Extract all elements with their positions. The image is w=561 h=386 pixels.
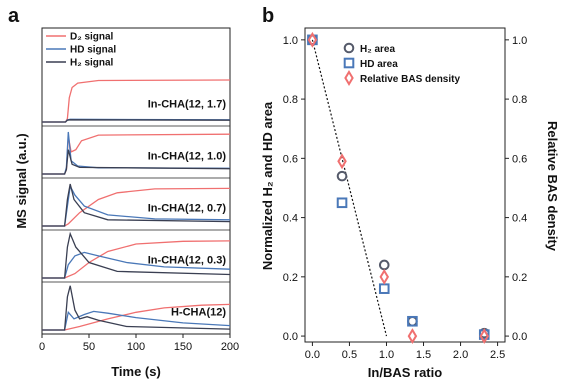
series-relative-bas-density bbox=[307, 31, 490, 345]
panel-b-y2label: Relative BAS density bbox=[545, 121, 560, 252]
diamond-marker bbox=[337, 153, 347, 170]
panel-a-legend: D₂ signal HD signal H₂ signal bbox=[46, 32, 116, 69]
y-tick-label: 0.8 bbox=[283, 94, 298, 106]
fit-line bbox=[311, 39, 388, 337]
y-tick-label: 1.0 bbox=[283, 35, 298, 47]
panel-a-letter: a bbox=[8, 5, 20, 27]
legend-label: HD area bbox=[360, 59, 398, 70]
panel-b-ylabel: Normalized H₂ and HD area bbox=[260, 101, 275, 270]
trace-group-in-cha-12-1-0: In-CHA(12, 1.0) bbox=[42, 131, 231, 179]
legend-label: D₂ signal bbox=[70, 32, 114, 43]
y-tick-label: 0.2 bbox=[283, 272, 298, 284]
h2-signal-line bbox=[42, 231, 231, 279]
y2-tick-label: 0.8 bbox=[512, 94, 527, 106]
x-tick-label: 1.5 bbox=[416, 349, 431, 361]
diamond-marker bbox=[407, 328, 418, 345]
x-tick-label: 2.0 bbox=[453, 349, 468, 361]
square-marker bbox=[407, 315, 418, 327]
panel-b-frame bbox=[304, 27, 506, 343]
trace-label: In-CHA(12, 0.7) bbox=[148, 202, 227, 214]
h2-signal-line bbox=[42, 285, 231, 331]
y-tick-label: 0.4 bbox=[283, 213, 298, 225]
x-tick-label: 200 bbox=[221, 341, 239, 353]
panel-b-letter: b bbox=[262, 5, 274, 27]
panel-b-xlabel: In/BAS ratio bbox=[368, 365, 442, 380]
circle-marker bbox=[378, 259, 390, 271]
x-tick-label: 50 bbox=[83, 341, 95, 353]
h2-signal-line bbox=[42, 183, 231, 227]
y2-tick-label: 0.0 bbox=[512, 331, 527, 343]
panel-a-ylabel: MS signal (a.u.) bbox=[14, 133, 29, 228]
y-tick-label: 0.0 bbox=[283, 331, 298, 343]
legend-label: H₂ signal bbox=[70, 58, 114, 69]
y2-tick-label: 1.0 bbox=[512, 35, 527, 47]
y2-tick-label: 0.4 bbox=[512, 213, 527, 225]
trace-label: In-CHA(12, 1.0) bbox=[148, 150, 227, 162]
trace-group-in-cha-12-0-7: In-CHA(12, 0.7) bbox=[42, 183, 231, 231]
trace-label: In-CHA(12, 1.7) bbox=[148, 98, 227, 110]
legend-label: Relative BAS density bbox=[360, 74, 460, 85]
x-tick-label: 2.5 bbox=[490, 349, 505, 361]
x-tick-label: 0.0 bbox=[305, 349, 320, 361]
panel-b-chart: 0.0 0.5 1.0 1.5 2.0 2.5 0.0 0.0 0.2 0.2 0.4 0.4 0.6 0… bbox=[260, 27, 560, 380]
h2-signal-line bbox=[42, 119, 231, 123]
legend-label: HD signal bbox=[70, 45, 116, 56]
y2-tick-label: 0.2 bbox=[512, 272, 527, 284]
hd-signal-line bbox=[42, 251, 231, 279]
x-tick-label: 0 bbox=[39, 341, 45, 353]
diamond-marker bbox=[307, 31, 318, 48]
trace-group-h-cha-12: H-CHA(12) bbox=[42, 285, 231, 331]
legend-diamond-marker bbox=[344, 70, 354, 86]
diamond-marker bbox=[379, 268, 390, 285]
d2-signal-line bbox=[42, 240, 231, 279]
h2-signal-line bbox=[42, 149, 231, 175]
panel-a-chart: In-CHA(12, 1.7) In-CHA(12, 1.0) In-CHA(12,… bbox=[14, 27, 239, 379]
panel-b-legend: H₂ area HD area Relative BAS density bbox=[343, 42, 460, 86]
y-tick-label: 0.6 bbox=[283, 153, 298, 165]
x-tick-label: 1.0 bbox=[379, 349, 394, 361]
x-tick-label: 150 bbox=[174, 341, 192, 353]
trace-label: H-CHA(12) bbox=[171, 306, 226, 318]
panel-a-xlabel: Time (s) bbox=[111, 364, 161, 379]
circle-marker bbox=[336, 170, 348, 182]
trace-group-in-cha-12-0-3: In-CHA(12, 0.3) bbox=[42, 231, 231, 283]
square-marker bbox=[336, 197, 348, 209]
legend-label: H₂ area bbox=[360, 44, 395, 55]
legend-square-marker bbox=[343, 57, 355, 69]
legend-circle-marker bbox=[343, 42, 355, 54]
trace-label: In-CHA(12, 0.3) bbox=[148, 254, 227, 266]
diamond-marker bbox=[479, 328, 490, 345]
y2-tick-label: 0.6 bbox=[512, 153, 527, 165]
circle-marker bbox=[407, 315, 418, 327]
x-tick-label: 0.5 bbox=[342, 349, 357, 361]
square-marker bbox=[378, 283, 390, 294]
x-tick-label: 100 bbox=[127, 341, 145, 353]
hd-signal-line bbox=[42, 310, 231, 331]
trace-group-in-cha-12-1-7: In-CHA(12, 1.7) bbox=[42, 79, 231, 127]
